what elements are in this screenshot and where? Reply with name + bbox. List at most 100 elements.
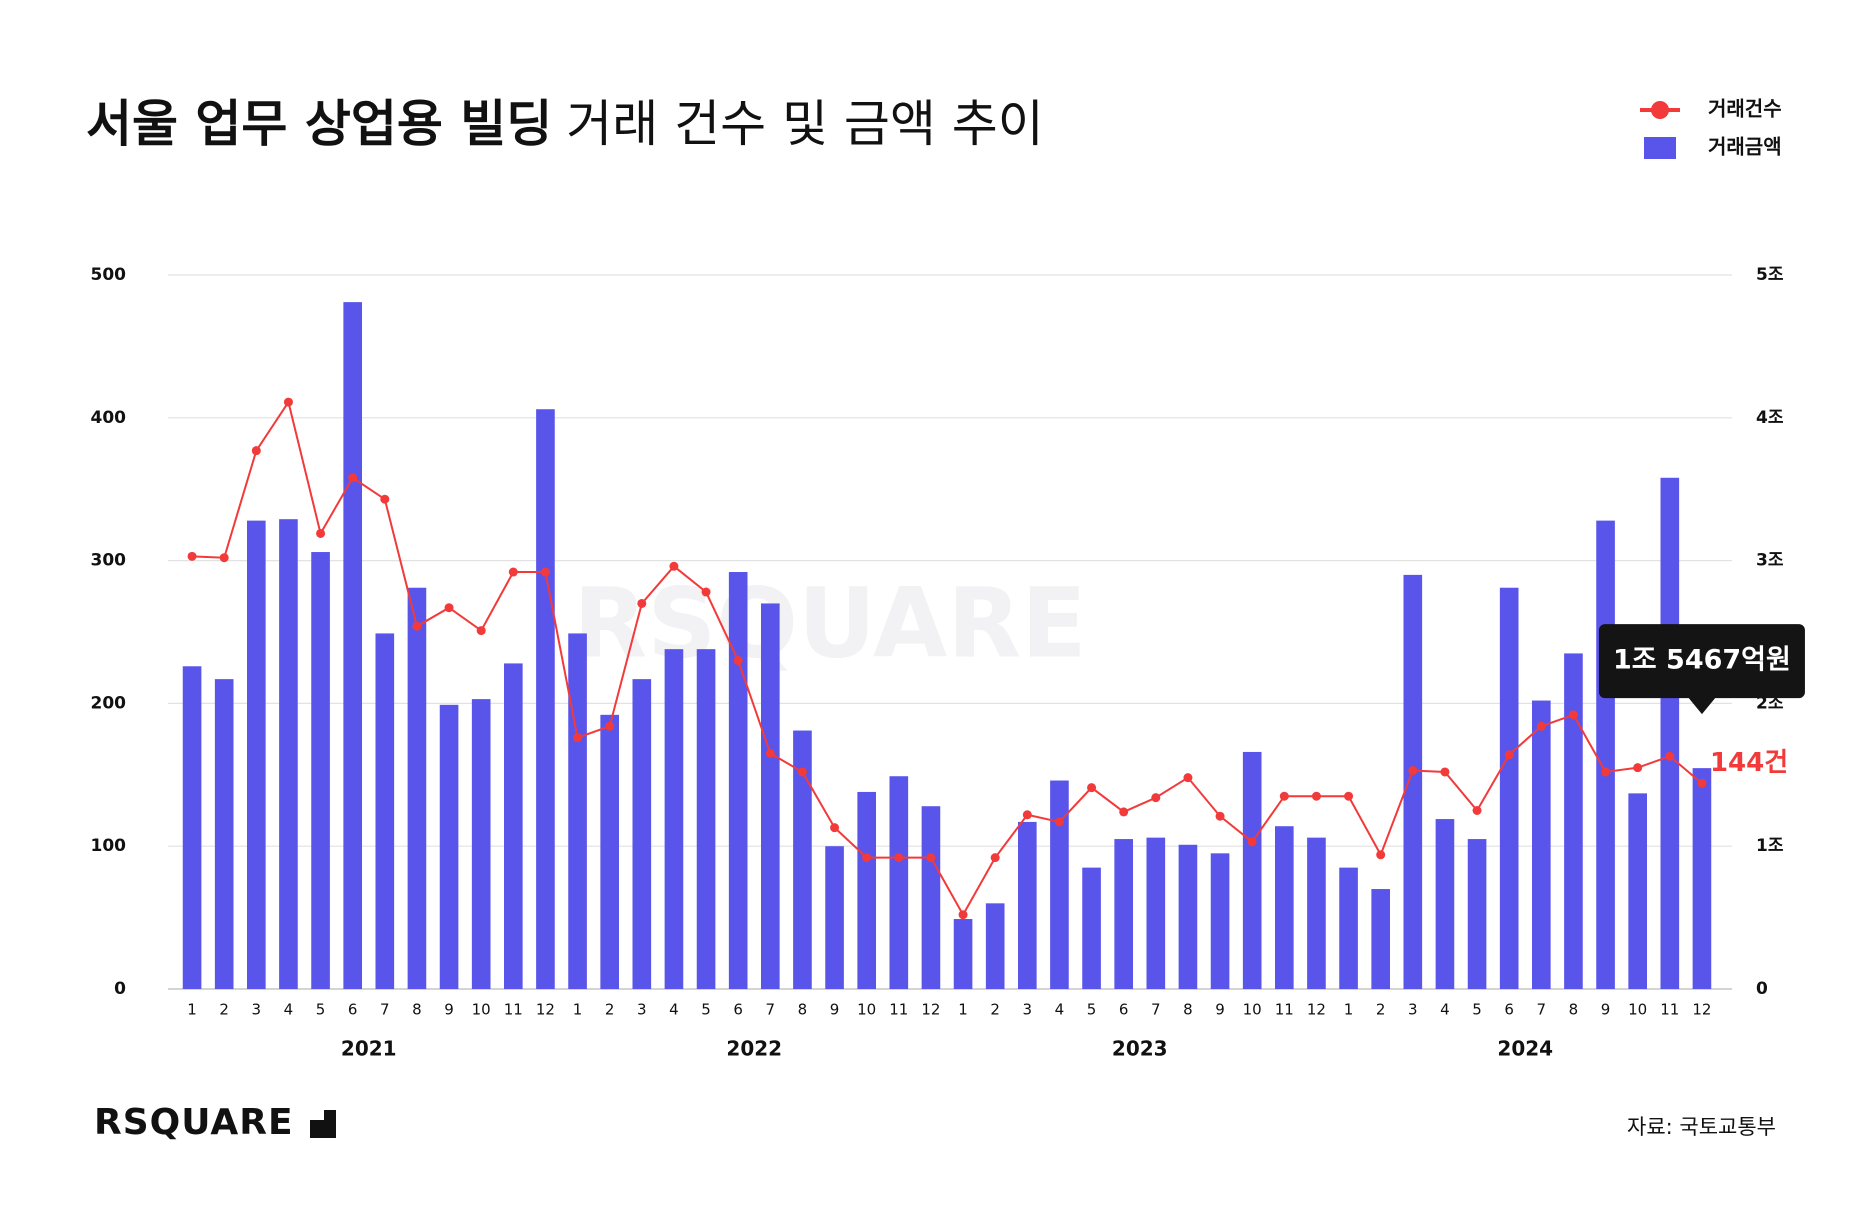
x-tick-label: 9 — [1601, 1001, 1611, 1019]
line-point — [1087, 783, 1097, 793]
x-tick-label: 11 — [889, 1001, 908, 1019]
line — [192, 399, 1703, 917]
line-point — [251, 446, 261, 456]
x-tick-label: 3 — [1023, 1001, 1033, 1019]
bar — [600, 714, 620, 989]
bar — [1274, 826, 1294, 989]
bar — [793, 730, 812, 989]
x-tick-label: 1 — [958, 1001, 968, 1019]
line-series — [187, 397, 1707, 920]
line-point — [1054, 817, 1064, 827]
x-tick-label: 4 — [1440, 1001, 1450, 1019]
x-tick-label: 8 — [1569, 1001, 1579, 1019]
line-point — [444, 603, 454, 613]
year-label: 2021 — [341, 1037, 397, 1061]
line-point — [380, 494, 390, 504]
line-point — [1183, 773, 1193, 783]
x-tick-label: 5 — [316, 1001, 326, 1019]
line-point — [637, 598, 647, 608]
y2-tick-label: 4조 — [1756, 408, 1784, 428]
source: 자료: 국토교통부 — [1627, 1115, 1776, 1139]
y2-tick-label: 3조 — [1756, 551, 1784, 571]
bar — [1210, 853, 1230, 989]
x-tick-label: 12 — [1307, 1001, 1326, 1019]
line-point — [1601, 767, 1611, 777]
y-tick-label: 500 — [91, 265, 127, 285]
line-point — [412, 621, 422, 631]
bar — [857, 791, 877, 989]
line-point — [1472, 806, 1482, 815]
bar — [536, 409, 555, 989]
x-tick-label: 1 — [1344, 1001, 1354, 1019]
legend-label: 거래금액 — [1708, 135, 1782, 159]
line-point — [476, 626, 486, 636]
y2-tick-label: 1조 — [1756, 836, 1784, 856]
x-tick-label: 11 — [1275, 1001, 1294, 1019]
x-tick-label: 11 — [1660, 1001, 1679, 1019]
bar — [407, 587, 427, 989]
bar — [1660, 477, 1680, 989]
legend-swatch — [1644, 137, 1676, 159]
line-point — [1697, 778, 1707, 788]
line-point — [1408, 766, 1418, 776]
value-label: 144건 — [1710, 748, 1788, 778]
x-tick-label: 2 — [990, 1001, 1000, 1019]
line-point — [187, 551, 197, 561]
line-point — [958, 910, 968, 920]
line-point — [830, 823, 840, 833]
bar — [182, 666, 202, 989]
line-point — [1215, 811, 1225, 821]
x-tick-label: 7 — [1537, 1001, 1547, 1019]
value-label: 1조 5467억원 — [1613, 645, 1791, 676]
bar — [343, 302, 363, 990]
bar — [985, 903, 1005, 989]
bar — [1435, 819, 1455, 989]
x-tick-label: 2 — [1376, 1001, 1386, 1019]
bar — [696, 649, 716, 989]
x-tick-label: 6 — [1504, 1001, 1514, 1019]
y2-tick-label: 2조 — [1756, 693, 1784, 713]
x-tick-label: 3 — [1408, 1001, 1418, 1019]
bar — [1146, 837, 1166, 989]
bar — [1339, 867, 1358, 989]
x-tick-label: 3 — [637, 1001, 647, 1019]
line-point — [1633, 763, 1643, 773]
x-tick-label: 12 — [1692, 1001, 1711, 1019]
line-point — [862, 853, 872, 863]
x-tick-label: 6 — [1119, 1001, 1129, 1019]
x-tick-label: 9 — [444, 1001, 454, 1019]
x-tick-label: 7 — [380, 1001, 390, 1019]
line-point — [573, 733, 583, 743]
line-point — [1665, 751, 1675, 761]
x-tick-label: 10 — [1243, 1001, 1262, 1019]
x-tick-label: 4 — [669, 1001, 679, 1019]
bar — [1178, 844, 1198, 989]
x-tick-label: 10 — [1628, 1001, 1647, 1019]
line-point — [765, 748, 775, 758]
line-point — [1504, 750, 1514, 760]
bar — [825, 846, 844, 989]
bar — [1114, 839, 1134, 989]
line-point — [219, 553, 229, 563]
line-point — [1536, 721, 1546, 731]
line-point — [990, 853, 1000, 863]
bar — [1499, 587, 1519, 989]
line-point — [797, 767, 807, 777]
legend-label: 거래건수 — [1708, 97, 1782, 121]
bar — [1371, 889, 1391, 989]
line-point — [733, 656, 743, 666]
tooltip: 1조 5467억원 — [1598, 624, 1805, 715]
line-point — [1311, 791, 1321, 801]
x-tick-label: 8 — [798, 1001, 808, 1019]
x-tick-label: 2 — [605, 1001, 615, 1019]
bar — [503, 663, 523, 989]
year-label: 2023 — [1112, 1037, 1168, 1061]
year-label: 2022 — [726, 1037, 782, 1061]
x-tick-label: 9 — [1215, 1001, 1225, 1019]
logo: RSQUARE — [94, 1102, 294, 1143]
y-tick-label: 200 — [91, 693, 127, 713]
bar — [439, 704, 459, 989]
chart-title: 서울 업무 상업용 빌딩 거래 건수 및 금액 추이 — [86, 95, 1044, 153]
